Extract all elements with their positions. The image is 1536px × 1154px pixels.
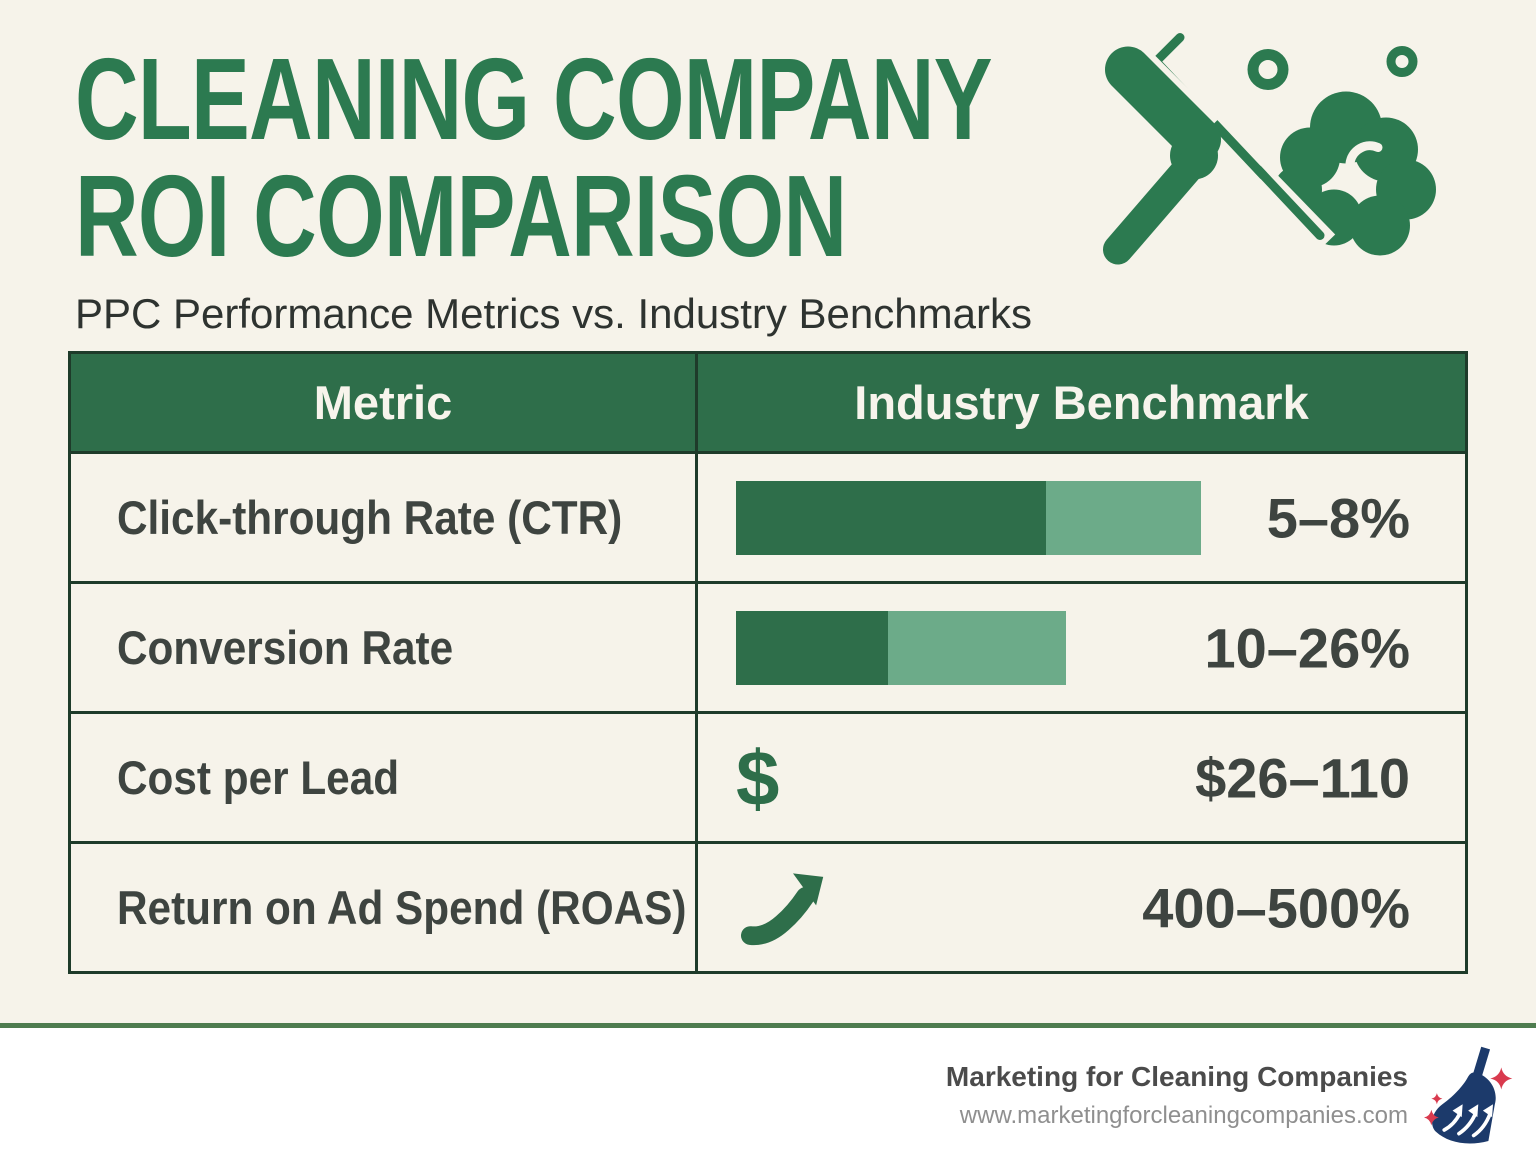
column-header-metric: Metric [71,354,698,451]
metric-label: Conversion Rate [71,584,698,711]
footer-brand-name: Marketing for Cleaning Companies [945,1060,1408,1092]
table-row: Conversion Rate 10–26% [71,581,1465,711]
squeegee-soap-bubbles-icon [1102,33,1436,265]
column-header-benchmark: Industry Benchmark [854,376,1309,429]
trend-up-arrow-icon [736,868,834,948]
benchmark-range-bar [736,480,1201,555]
table-body: Click-through Rate (CTR) 5–8% Conversion R… [71,451,1465,971]
page-subtitle: PPC Performance Metrics vs. Industry Ben… [75,290,1032,337]
metric-label: Return on Ad Spend (ROAS) [71,844,698,971]
heading-block: CLEANING COMPANY ROI COMPARISON PPC Perf… [75,30,1281,338]
benchmark-cell: 10–26% [698,584,1465,711]
roi-comparison-table: Metric Industry Benchmark Click-through … [68,351,1468,974]
table-header-row: Metric Industry Benchmark [71,354,1465,451]
title-line-1: CLEANING COMPANY [75,34,993,164]
metric-label: Cost per Lead [71,714,698,841]
benchmark-cell: $ $26–110 [698,714,1465,841]
footer-divider-line [0,1023,1536,1028]
benchmark-value: $26–110 [1195,746,1410,809]
broom-sparkles-logo [1424,1046,1513,1144]
table-row: Click-through Rate (CTR) 5–8% [71,451,1465,581]
page-title: CLEANING COMPANY ROI COMPARISON [75,30,1281,281]
footer-website-url[interactable]: www.marketingforcleaningcompanies.com [959,1101,1408,1129]
benchmark-cell: 400–500% [698,844,1465,971]
benchmark-value: 5–8% [1266,486,1410,549]
benchmark-range-bar [736,610,1066,685]
footer: Marketing for Cleaning Companies www.mar… [946,1043,1516,1147]
metric-label: Click-through Rate (CTR) [71,454,698,581]
dollar-sign-icon: $ [736,733,780,822]
table-row: Return on Ad Spend (ROAS) 400–500% [71,841,1465,971]
title-line-2: ROI COMPARISON [75,151,847,281]
benchmark-value: 400–500% [1142,876,1410,939]
benchmark-cell: 5–8% [698,454,1465,581]
benchmark-value: 10–26% [1204,616,1410,679]
table-row: Cost per Lead $ $26–110 [71,711,1465,841]
footer-text-block: Marketing for Cleaning Companies www.mar… [946,1061,1408,1130]
